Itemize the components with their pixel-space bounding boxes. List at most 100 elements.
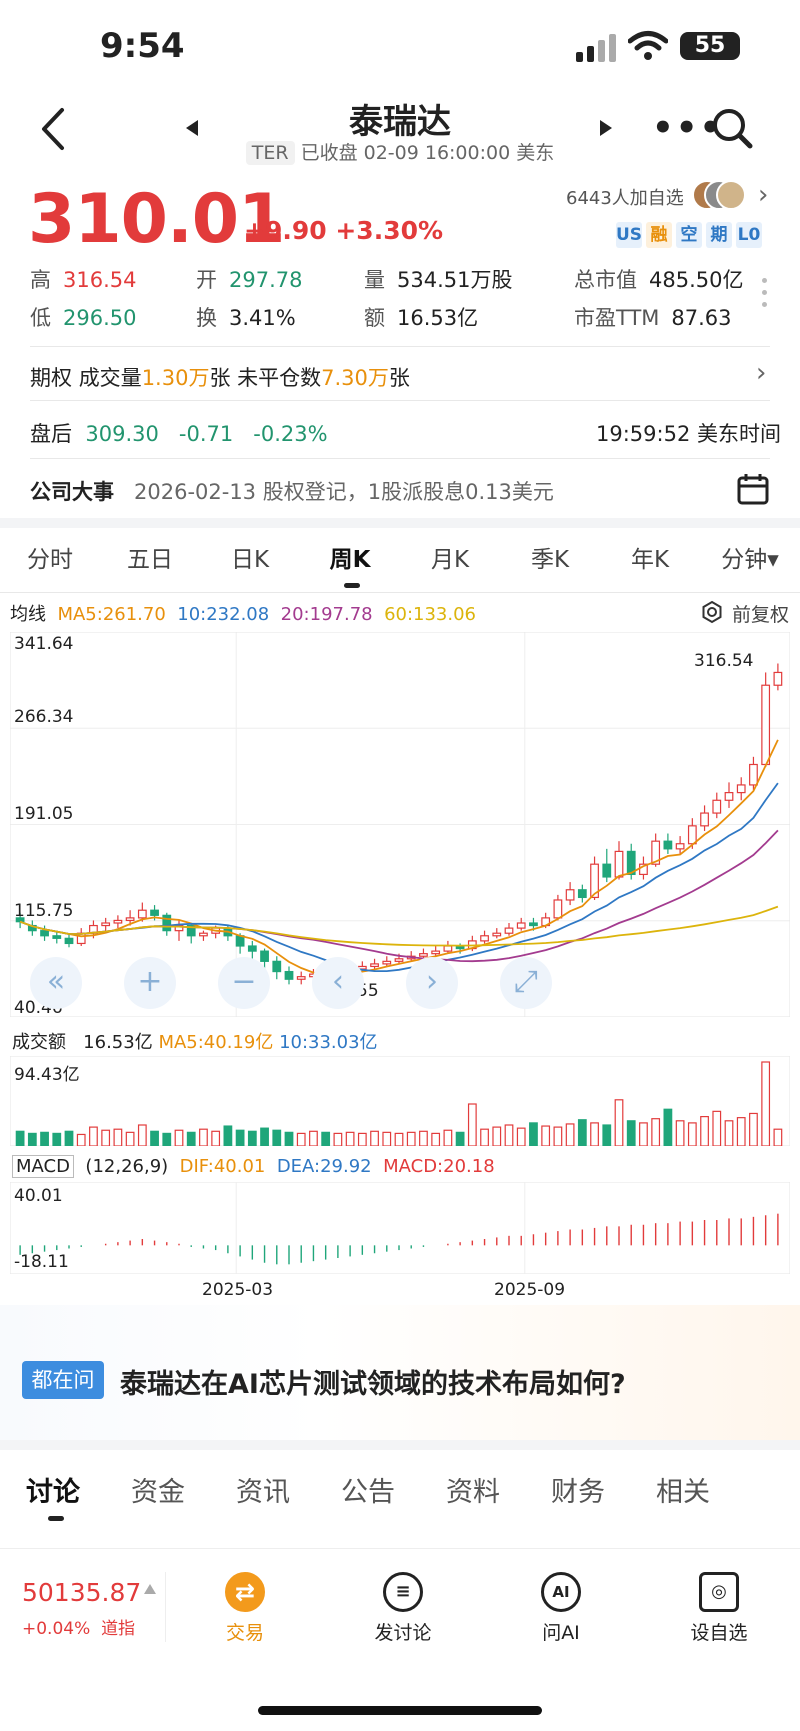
tab-related[interactable]: 相关 bbox=[656, 1477, 710, 1508]
candle-body bbox=[736, 784, 746, 794]
active-tab-indicator bbox=[344, 583, 360, 588]
stat-pe: 市盈TTM 87.63 bbox=[574, 306, 732, 330]
next-stock-icon[interactable] bbox=[600, 120, 612, 136]
candle-body bbox=[199, 932, 208, 937]
stat-volume: 量 534.51万股 bbox=[364, 268, 513, 292]
candle-body bbox=[773, 671, 783, 686]
add-watchlist-button[interactable]: ◎ 设自选 bbox=[664, 1572, 774, 1645]
ticker-badge: TER bbox=[245, 141, 295, 165]
tab-capital[interactable]: 资金 bbox=[131, 1477, 185, 1508]
expand-stats-icon[interactable] bbox=[762, 278, 768, 314]
back-icon[interactable] bbox=[34, 104, 74, 154]
candle-body bbox=[247, 945, 257, 952]
stock-subtitle: TER 已收盘 02-09 16:00:00 美东 bbox=[0, 138, 800, 165]
candle-body bbox=[137, 909, 147, 919]
ai-question-card[interactable] bbox=[0, 1305, 800, 1440]
tab-weekly[interactable]: 周K bbox=[329, 547, 371, 573]
candle-body bbox=[443, 945, 453, 952]
tab-discussion[interactable]: 讨论 bbox=[26, 1477, 80, 1508]
volume-bar bbox=[162, 1132, 172, 1146]
post-discussion-button[interactable]: ≡ 发讨论 bbox=[348, 1572, 458, 1645]
volume-bar bbox=[309, 1130, 318, 1146]
candle-body bbox=[186, 924, 196, 937]
calendar-icon[interactable] bbox=[736, 472, 770, 506]
chevron-right-icon[interactable]: › bbox=[758, 180, 769, 210]
y-tick: 191.05 bbox=[14, 804, 74, 824]
candle-body bbox=[125, 917, 135, 922]
settings-icon[interactable] bbox=[700, 600, 724, 624]
options-row[interactable]: 期权 成交量1.30万张 未平仓数7.30万张 bbox=[30, 366, 410, 390]
more-icon[interactable]: ••• bbox=[652, 108, 724, 148]
candle-body bbox=[370, 963, 379, 968]
ask-ai-button[interactable]: AI 问AI bbox=[506, 1572, 616, 1645]
avatar-group[interactable] bbox=[692, 180, 748, 212]
adjust-mode[interactable]: 前复权 bbox=[732, 604, 790, 626]
content-tabs: 讨论 资金 资讯 公告 资料 财务 相关 bbox=[0, 1470, 800, 1509]
ma5-line bbox=[19, 739, 779, 977]
tab-monthly[interactable]: 月K bbox=[430, 547, 470, 573]
candle-body bbox=[724, 792, 734, 801]
y-tick: 266.34 bbox=[14, 707, 74, 727]
tag-margin: 融 bbox=[646, 222, 672, 248]
stat-open: 开 297.78 bbox=[196, 268, 303, 292]
volume-bar bbox=[675, 1120, 685, 1146]
fullscreen-button[interactable]: ⤢ bbox=[500, 957, 552, 1009]
candle-body bbox=[419, 953, 428, 957]
zoom-in-button[interactable]: + bbox=[124, 957, 176, 1009]
after-hours-row: 盘后 309.30 -0.71 -0.23% bbox=[30, 422, 328, 446]
tab-profile[interactable]: 资料 bbox=[446, 1477, 500, 1508]
zoom-out-button[interactable]: − bbox=[218, 957, 270, 1009]
volume-bar bbox=[419, 1130, 428, 1146]
ma10-line bbox=[19, 782, 779, 972]
volume-bar bbox=[382, 1131, 392, 1146]
volume-bar bbox=[504, 1124, 514, 1146]
tab-quarterly[interactable]: 季K bbox=[530, 547, 570, 573]
active-tab-indicator bbox=[48, 1516, 64, 1521]
tab-daily[interactable]: 日K bbox=[230, 547, 270, 573]
volume-bar bbox=[186, 1131, 196, 1146]
search-icon[interactable] bbox=[710, 106, 754, 150]
volume-bar bbox=[333, 1132, 343, 1146]
scroll-right-button[interactable]: › bbox=[406, 957, 458, 1009]
chart-period-tabs: 分时 五日 日K 周K 月K 季K 年K 分钟▾ bbox=[0, 540, 800, 574]
candle-body bbox=[492, 932, 502, 937]
volume-bar bbox=[651, 1118, 661, 1146]
trade-button[interactable]: ⇄ 交易 bbox=[190, 1572, 300, 1645]
volume-bar bbox=[431, 1132, 441, 1146]
candle-body bbox=[480, 935, 489, 942]
scroll-left-button[interactable]: ‹ bbox=[312, 957, 364, 1009]
price-change: +9.90 +3.30% bbox=[244, 216, 443, 245]
follow-count[interactable]: 6443人加自选 bbox=[566, 188, 684, 209]
status-time: 9:54 bbox=[100, 26, 185, 66]
tab-minute[interactable]: 分钟▾ bbox=[721, 547, 779, 573]
candle-body bbox=[651, 840, 661, 865]
tab-5day[interactable]: 五日 bbox=[127, 547, 173, 573]
volume-chart[interactable] bbox=[10, 1056, 790, 1146]
volume-bar bbox=[101, 1129, 111, 1146]
index-value[interactable]: 50135.87 bbox=[22, 1578, 142, 1607]
tab-announcements[interactable]: 公告 bbox=[341, 1477, 395, 1508]
chevron-right-icon[interactable]: › bbox=[756, 358, 767, 388]
y-tick: 115.75 bbox=[14, 901, 74, 921]
candle-body bbox=[64, 937, 74, 945]
tab-intraday[interactable]: 分时 bbox=[27, 547, 73, 573]
candlestick-chart[interactable] bbox=[10, 632, 790, 1017]
candle-body bbox=[382, 960, 392, 965]
volume-bar bbox=[272, 1129, 282, 1146]
events-text[interactable]: 2026-02-13 股权登记，1股派股息0.13美元 bbox=[134, 480, 554, 504]
volume-bar bbox=[76, 1133, 86, 1146]
candle-body bbox=[712, 799, 722, 814]
prev-stock-icon[interactable] bbox=[186, 120, 198, 136]
y-tick: 341.64 bbox=[14, 634, 74, 654]
tab-financials[interactable]: 财务 bbox=[551, 1477, 605, 1508]
tab-yearly[interactable]: 年K bbox=[630, 547, 670, 573]
macd-chart[interactable] bbox=[10, 1182, 790, 1274]
tab-news[interactable]: 资讯 bbox=[236, 1477, 290, 1508]
tag-us: US bbox=[616, 222, 642, 248]
candle-body bbox=[52, 935, 62, 939]
ma60-line bbox=[19, 905, 779, 947]
ai-question[interactable]: 泰瑞达在AI芯片测试领域的技术布局如何? bbox=[120, 1369, 626, 1400]
volume-bar bbox=[565, 1123, 575, 1146]
market-status: 已收盘 02-09 16:00:00 美东 bbox=[300, 142, 555, 164]
scroll-start-button[interactable]: « bbox=[30, 957, 82, 1009]
